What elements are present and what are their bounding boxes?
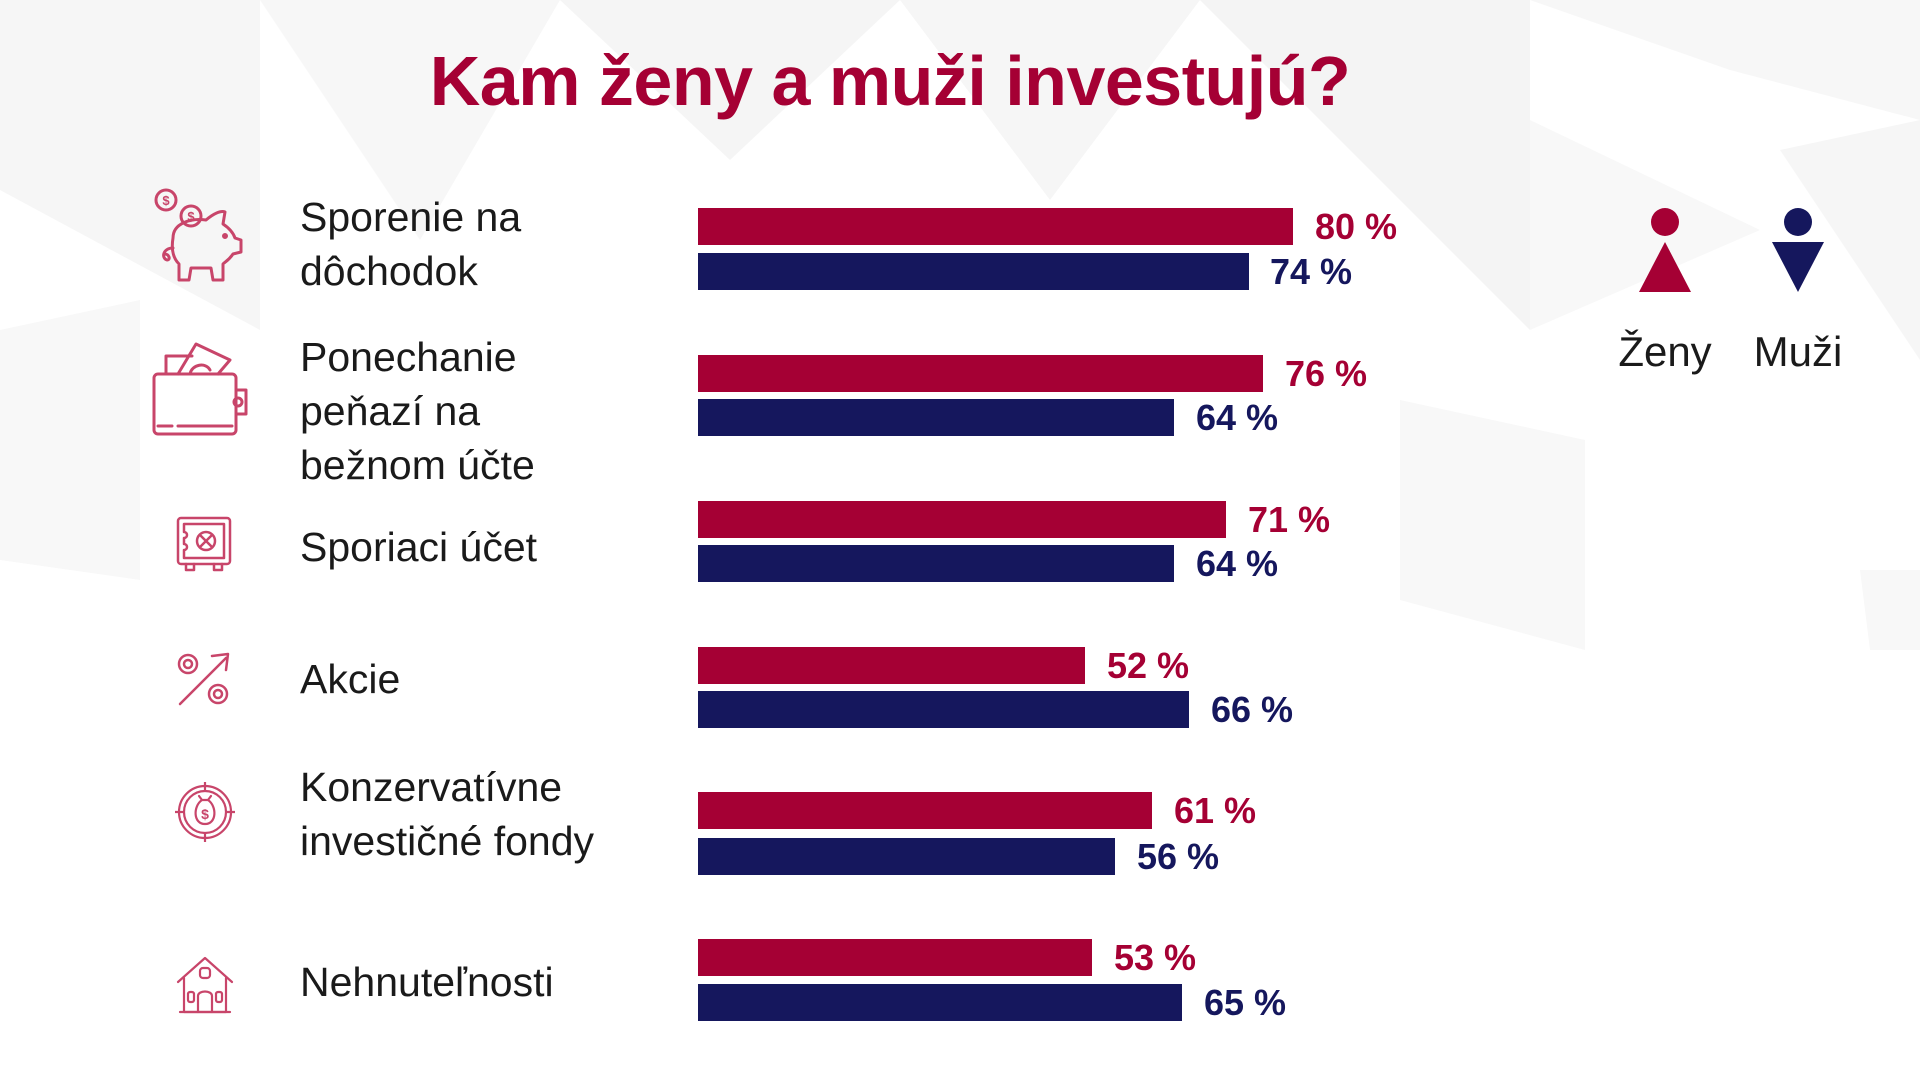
value-label-men: 56 % xyxy=(1137,836,1220,877)
value-label-women: 80 % xyxy=(1315,206,1398,247)
bar-men xyxy=(698,691,1189,728)
category-label: Akcie xyxy=(300,656,401,702)
bar-men xyxy=(698,545,1174,582)
value-label-women: 61 % xyxy=(1174,790,1257,831)
bar-women xyxy=(698,208,1293,245)
woman-icon xyxy=(1639,208,1691,292)
bar-men xyxy=(698,984,1182,1021)
chart-title: Kam ženy a muži investujú? xyxy=(429,42,1351,120)
percent-growth-icon xyxy=(176,650,234,708)
legend-label-women: Ženy xyxy=(1618,328,1712,375)
legend-women: Ženy xyxy=(1605,208,1725,377)
svg-text:$: $ xyxy=(162,193,170,208)
value-label-men: 66 % xyxy=(1211,689,1294,730)
safe-icon xyxy=(176,516,232,574)
value-label-women: 53 % xyxy=(1114,937,1197,978)
bar-men xyxy=(698,399,1174,436)
value-label-men: 65 % xyxy=(1204,982,1287,1023)
bar-women xyxy=(698,792,1152,829)
man-icon xyxy=(1772,208,1824,292)
money-bag-target-icon: $ xyxy=(175,782,235,842)
value-label-women: 71 % xyxy=(1248,499,1331,540)
value-label-women: 76 % xyxy=(1285,353,1368,394)
value-label-women: 52 % xyxy=(1107,645,1190,686)
value-label-men: 64 % xyxy=(1196,397,1279,438)
piggy-bank-icon: $ $ xyxy=(150,188,252,288)
category-label: Sporiaci účet xyxy=(300,524,538,570)
category-label: Nehnuteľnosti xyxy=(300,959,554,1005)
house-icon xyxy=(176,956,234,1014)
svg-text:$: $ xyxy=(187,209,195,224)
bar-women xyxy=(698,939,1092,976)
category-label: Konzervatívne investičné fondy xyxy=(300,764,595,864)
bar-women xyxy=(698,355,1263,392)
bar-men xyxy=(698,253,1249,290)
wallet-icon xyxy=(152,340,248,440)
legend-men: Muži xyxy=(1738,208,1858,377)
value-label-men: 74 % xyxy=(1270,251,1353,292)
category-label: Sporenie na dôchodok xyxy=(300,194,522,294)
legend-label-men: Muži xyxy=(1753,328,1843,375)
bar-women xyxy=(698,647,1085,684)
bar-women xyxy=(698,501,1226,538)
category-label: Ponechanie peňazí na bežnom účte xyxy=(300,334,535,488)
value-label-men: 64 % xyxy=(1196,543,1279,584)
svg-text:$: $ xyxy=(201,806,209,822)
bar-men xyxy=(698,838,1115,875)
